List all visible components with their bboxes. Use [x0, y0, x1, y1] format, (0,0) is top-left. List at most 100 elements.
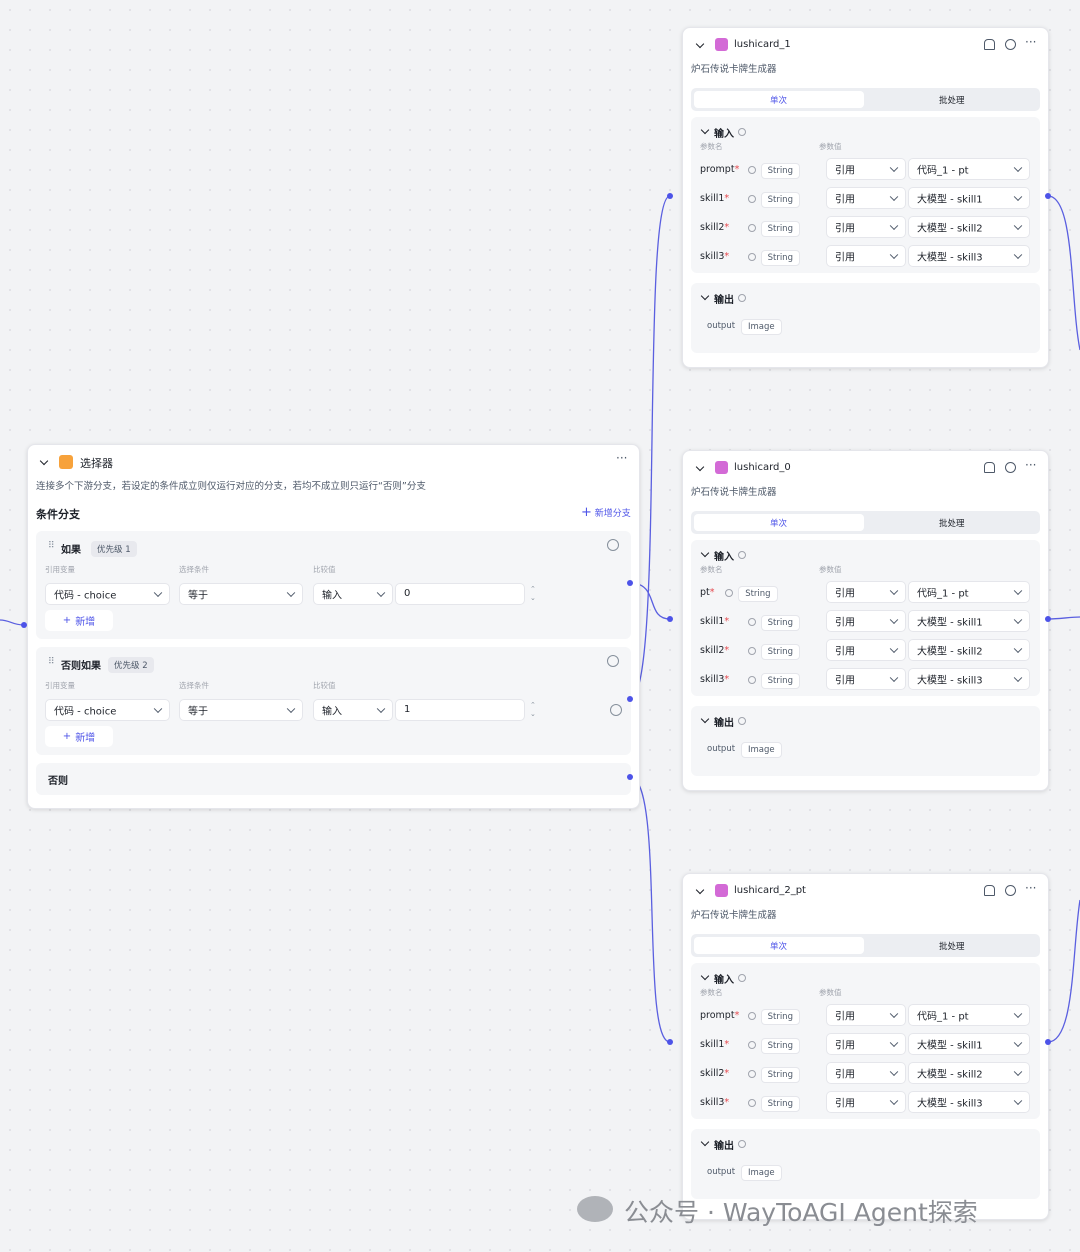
- source-select[interactable]: 大模型 - skill2: [908, 639, 1030, 661]
- info-icon: [747, 224, 756, 232]
- debug-icon[interactable]: [984, 885, 995, 896]
- selector-card: 选择器 ··· 连接多个下游分支，若设定的条件成立则仅运行对应的分支，若均不成立则只…: [27, 444, 640, 809]
- source-select[interactable]: 大模型 - skill3: [908, 245, 1030, 267]
- chevron[interactable]: [700, 291, 710, 301]
- required-mark: *: [734, 164, 740, 175]
- select-text: 代码 - choice: [54, 706, 117, 718]
- source-select[interactable]: 大模型 - skill1: [908, 187, 1030, 209]
- output-title: 输出: [714, 295, 734, 306]
- mode-select[interactable]: 引用: [826, 187, 906, 209]
- port: [1045, 616, 1051, 622]
- mode-select[interactable]: 引用: [826, 581, 906, 603]
- condition-select[interactable]: 等于: [179, 699, 303, 721]
- source-select[interactable]: 大模型 - skill2: [908, 216, 1030, 238]
- debug-icon[interactable]: [984, 462, 995, 473]
- remove-branch[interactable]: [607, 539, 619, 551]
- add-condition-button[interactable]: + 新增: [45, 610, 113, 631]
- select-text: 大模型 - skill3: [917, 1098, 983, 1110]
- edge: [1047, 616, 1080, 620]
- port: [1045, 1039, 1051, 1045]
- mode-select[interactable]: 引用: [826, 1062, 906, 1084]
- edge: [1047, 195, 1080, 351]
- param-name: prompt*: [700, 1010, 739, 1021]
- chevron[interactable]: [700, 714, 710, 724]
- chevron[interactable]: [700, 971, 710, 981]
- output-name: output: [707, 321, 736, 331]
- select-text: 大模型 - skill1: [917, 1040, 983, 1052]
- mode-select[interactable]: 引用: [826, 1033, 906, 1055]
- branch-label: 如果: [61, 545, 81, 556]
- source-select[interactable]: 大模型 - skill2: [908, 1062, 1030, 1084]
- type-badge: String: [760, 1038, 800, 1054]
- source-select[interactable]: 大模型 - skill1: [908, 610, 1030, 632]
- source-select[interactable]: 代码_1 - pt: [908, 158, 1030, 180]
- mode-select[interactable]: 引用: [826, 1004, 906, 1026]
- tab[interactable]: 批处理: [939, 96, 965, 106]
- remove-branch[interactable]: [610, 704, 622, 716]
- required-mark: *: [724, 674, 730, 685]
- more-menu[interactable]: ···: [1025, 881, 1037, 895]
- mode-select[interactable]: 引用: [826, 158, 906, 180]
- port: [627, 774, 633, 780]
- chevron[interactable]: [695, 885, 705, 895]
- tab[interactable]: 单次: [770, 942, 788, 952]
- more-menu[interactable]: ···: [1025, 35, 1037, 49]
- condition-select[interactable]: 等于: [179, 583, 303, 605]
- run-icon[interactable]: [1005, 885, 1016, 896]
- chevron[interactable]: [700, 125, 710, 135]
- run-icon[interactable]: [1005, 39, 1016, 50]
- mode-select[interactable]: 引用: [826, 216, 906, 238]
- source-select[interactable]: 大模型 - skill1: [908, 1033, 1030, 1055]
- remove-branch[interactable]: [607, 655, 619, 667]
- info-icon: [747, 676, 756, 684]
- chevron[interactable]: [700, 1137, 710, 1147]
- param-name: skill1*: [700, 193, 729, 204]
- run-icon[interactable]: [1005, 462, 1016, 473]
- type-badge: String: [760, 615, 800, 631]
- plugin-node: lushicard_0 ··· 炉石传说卡牌生成器 单次 批处理 输入 参数名 参数值 pt* S…: [682, 450, 1049, 791]
- value-mode-select[interactable]: 输入: [313, 583, 393, 605]
- source-select[interactable]: 大模型 - skill3: [908, 668, 1030, 690]
- column-header: 参数值: [819, 142, 842, 151]
- select-text: 代码_1 - pt: [917, 588, 969, 600]
- chevron[interactable]: [700, 548, 710, 558]
- param-name-text: skill3: [700, 251, 725, 262]
- chevron[interactable]: [695, 39, 705, 49]
- type-badge: String: [760, 192, 800, 208]
- source-select[interactable]: 代码_1 - pt: [908, 1004, 1030, 1026]
- param-name-text: skill1: [700, 616, 725, 627]
- priority-badge: 优先级 1: [91, 541, 137, 557]
- value-input[interactable]: 1: [395, 699, 525, 721]
- tab[interactable]: 单次: [770, 96, 788, 106]
- add-condition-button[interactable]: + 新增: [45, 726, 113, 747]
- info-icon: [738, 717, 746, 725]
- tab[interactable]: 批处理: [939, 519, 965, 529]
- node-name: lushicard_2_pt: [734, 885, 806, 896]
- select-text: 引用: [835, 1098, 855, 1110]
- mode-tabs: 单次 批处理: [691, 511, 1040, 534]
- add-branch-button[interactable]: + 新增分支: [581, 505, 631, 520]
- mode-select[interactable]: 引用: [826, 639, 906, 661]
- mode-select[interactable]: 引用: [826, 1091, 906, 1113]
- source-select[interactable]: 大模型 - skill3: [908, 1091, 1030, 1113]
- debug-icon[interactable]: [984, 39, 995, 50]
- tab[interactable]: 批处理: [939, 942, 965, 952]
- mode-select[interactable]: 引用: [826, 245, 906, 267]
- more-menu[interactable]: ···: [616, 451, 628, 465]
- mode-select[interactable]: 引用: [826, 610, 906, 632]
- info-icon: [738, 551, 746, 559]
- chevron[interactable]: [39, 456, 49, 466]
- more-menu[interactable]: ···: [1025, 458, 1037, 472]
- add-condition-label: 新增: [75, 733, 96, 744]
- mode-select[interactable]: 引用: [826, 668, 906, 690]
- variable-select[interactable]: 代码 - choice: [45, 699, 170, 721]
- chevron[interactable]: [695, 462, 705, 472]
- param-name-text: prompt: [700, 1010, 735, 1021]
- value-input[interactable]: 0: [395, 583, 525, 605]
- tab[interactable]: 单次: [770, 519, 788, 529]
- info-icon: [738, 1140, 746, 1148]
- variable-select[interactable]: 代码 - choice: [45, 583, 170, 605]
- select-text: 引用: [835, 1011, 855, 1023]
- source-select[interactable]: 代码_1 - pt: [908, 581, 1030, 603]
- value-mode-select[interactable]: 输入: [313, 699, 393, 721]
